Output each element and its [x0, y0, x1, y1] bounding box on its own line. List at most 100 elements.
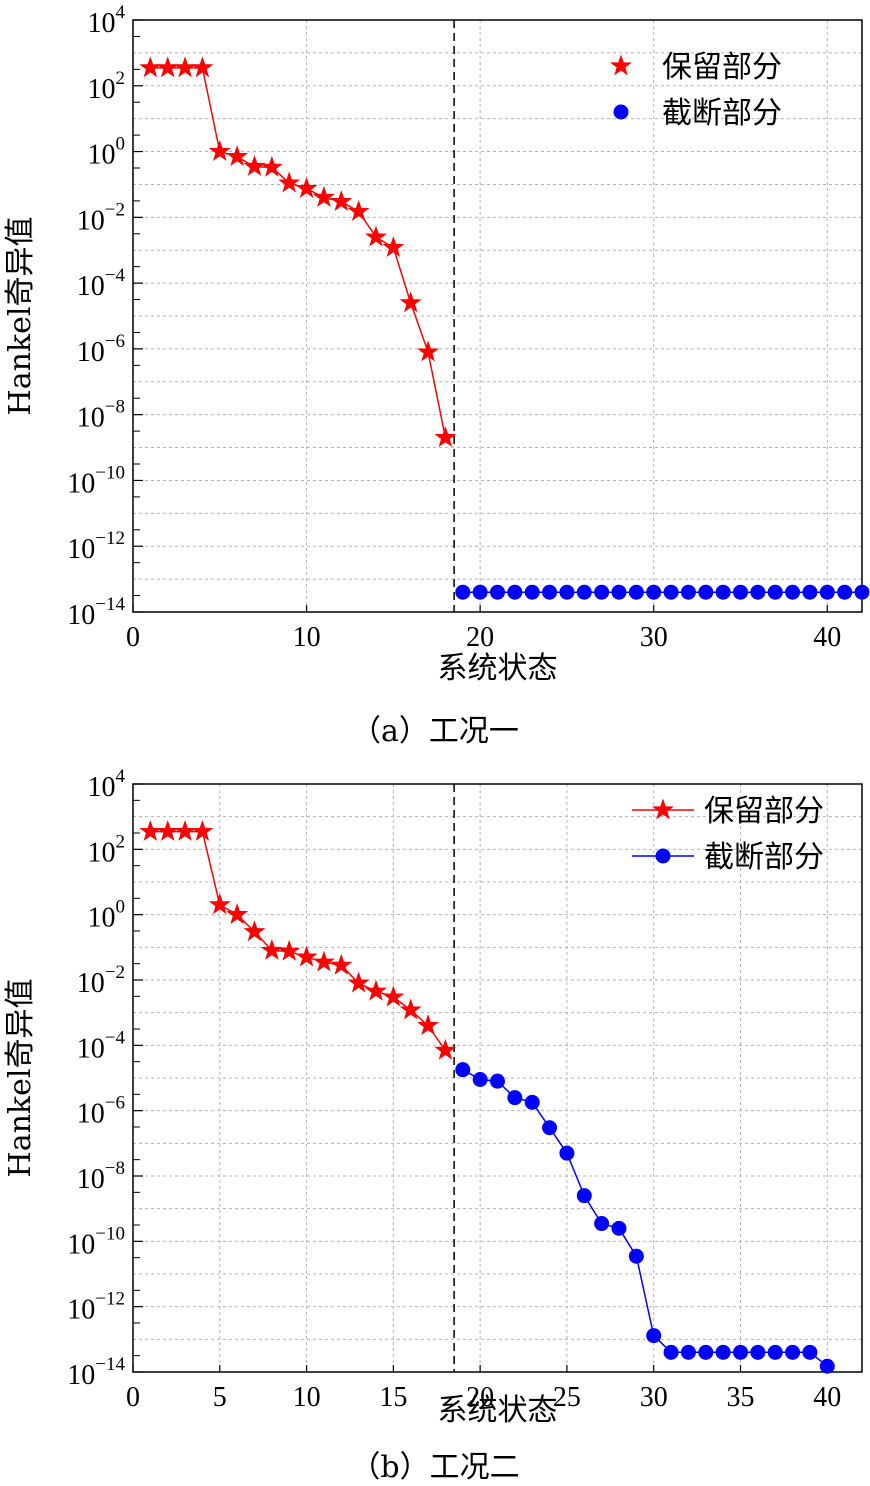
panel-a-axes-frame [132, 19, 863, 613]
panel-a-data-point [819, 584, 835, 600]
panel-a-data-point [191, 56, 214, 78]
panel-a-data-point [434, 426, 457, 447]
panel-b-data-point [733, 1344, 748, 1360]
chart-panel-b: 0 5 10 15 20 25 30 35 40 10−14 10−12 10−10 10−8 10−6 1… [3, 766, 863, 1428]
panel-a-data-point [260, 155, 283, 177]
panel-a-data-point [594, 584, 610, 600]
panel-b-data-point [226, 903, 249, 924]
panel-b-data-point [507, 1090, 523, 1106]
panel-a-x-tick-label: 0 [126, 622, 140, 653]
panel-a-data-point [417, 340, 440, 362]
panel-a-data-point [680, 584, 696, 600]
panel-a-data-point [312, 186, 335, 207]
panel-b-legend-marker [652, 798, 674, 820]
panel-a-data-point [802, 584, 818, 600]
panel-b-data-point [611, 1220, 627, 1236]
panel-b-x-tick-label: 20 [466, 1382, 494, 1413]
panel-a-data-point [733, 584, 748, 600]
panel-a-data-point [715, 584, 731, 600]
panel-b-data-point [191, 820, 214, 841]
panel-b-data-point [278, 939, 301, 961]
panel-b-data-point [365, 979, 387, 1001]
panel-a-data-point [542, 584, 558, 600]
panel-b-x-tick-label: 5 [213, 1382, 227, 1413]
panel-b-data-point [750, 1344, 766, 1360]
panel-a-data-point [767, 584, 783, 600]
panel-b-series-retained [139, 820, 457, 1060]
panel-b-data-point [542, 1120, 558, 1136]
panel-b-y-tick-label: 10−14 [67, 1354, 125, 1391]
panel-a-y-tick-label: 10−2 [77, 199, 125, 236]
panel-a-y-tick-label: 104 [88, 2, 126, 39]
panel-a-y-tick-label: 100 [88, 134, 126, 171]
panel-a-data-point [611, 584, 627, 600]
panel-b-data-point [819, 1358, 835, 1374]
panel-a-data-point [472, 584, 488, 600]
panel-b-x-tick-label: 25 [553, 1382, 581, 1413]
panel-a-data-point [330, 190, 353, 211]
panel-b-series-truncated [455, 1062, 835, 1374]
panel-b-y-tick-label: 102 [88, 831, 126, 868]
panel-a-data-point [347, 200, 370, 221]
panel-b-data-point [767, 1344, 783, 1360]
panel-b-data-point [156, 820, 179, 841]
panel-b-y-tick-label: 10−2 [77, 962, 125, 999]
panel-a-y-tick-label: 10−14 [67, 594, 125, 631]
panel-a-y-tick-label: 10−10 [67, 462, 125, 499]
panel-a-legend-label: 截断部分 [662, 96, 782, 131]
panel-b-data-point [399, 998, 422, 1020]
panel-a-legend-label: 保留部分 [662, 50, 782, 85]
panel-a-data-point [750, 584, 766, 600]
panel-b-data-point [524, 1094, 540, 1110]
caption-a: （a）工况一 [351, 714, 519, 749]
panel-a-x-axis-label: 系统状态 [438, 651, 558, 686]
panel-a-data-point [646, 584, 662, 600]
panel-b-data-point [455, 1062, 471, 1078]
panel-b-legend-label: 保留部分 [704, 794, 824, 829]
caption-b: （b）工况二 [350, 1450, 520, 1485]
panel-a-x-tick-label: 30 [640, 622, 668, 653]
panel-b-data-point [208, 893, 231, 915]
panel-b-y-tick-label: 10−6 [77, 1093, 125, 1130]
panel-b-x-tick-label: 10 [293, 1382, 321, 1413]
panel-b-data-point [243, 920, 266, 942]
panel-a-data-point [559, 584, 575, 600]
panel-b-axes-frame [132, 783, 863, 1373]
panel-a-data-point [490, 584, 505, 600]
panel-b-data-point [312, 950, 335, 972]
panel-b-data-point [382, 985, 405, 1007]
chart-panel-a: 0 10 20 30 40 10−14 10−12 10−10 10−8 10−6 10−4 10−2… [3, 2, 870, 686]
panel-b-x-tick-label: 40 [813, 1382, 841, 1413]
panel-a-data-point [365, 225, 387, 247]
panel-b-data-point [174, 820, 197, 841]
panel-b-x-tick-label: 0 [126, 1382, 140, 1413]
panel-b-data-point [490, 1073, 505, 1089]
panel-b-x-tick-label: 30 [640, 1382, 668, 1413]
panel-a-y-tick-label: 10−6 [77, 331, 125, 368]
panel-b-x-axis-label: 系统状态 [438, 1393, 558, 1428]
panel-a-x-tick-label: 40 [813, 622, 841, 653]
panel-b-y-tick-label: 10−8 [77, 1158, 125, 1195]
panel-b-data-point [330, 953, 353, 975]
panel-b-data-point [680, 1344, 696, 1360]
panel-a-data-point [208, 140, 231, 161]
panel-a-data-point [295, 177, 318, 198]
panel-a-data-point [837, 584, 853, 600]
panel-a-y-tick-label: 10−12 [67, 528, 125, 565]
panel-a-legend-marker [613, 104, 629, 120]
panel-a-y-tick-label: 102 [88, 68, 126, 105]
panel-b-x-tick-label: 35 [727, 1382, 755, 1413]
panel-b-x-tick-label: 15 [379, 1382, 407, 1413]
panel-b-y-tick-label: 10−12 [67, 1289, 125, 1326]
panel-a-data-point [663, 584, 679, 600]
panel-b-data-point [434, 1038, 457, 1060]
panel-a-x-tick-label: 10 [293, 622, 321, 653]
panel-b-data-point [295, 945, 318, 967]
panel-b-data-point [785, 1344, 801, 1360]
panel-b-data-point [663, 1344, 679, 1360]
panel-a-series-truncated [455, 584, 870, 600]
panel-a-data-point [174, 56, 197, 78]
panel-b-data-point [260, 938, 283, 960]
